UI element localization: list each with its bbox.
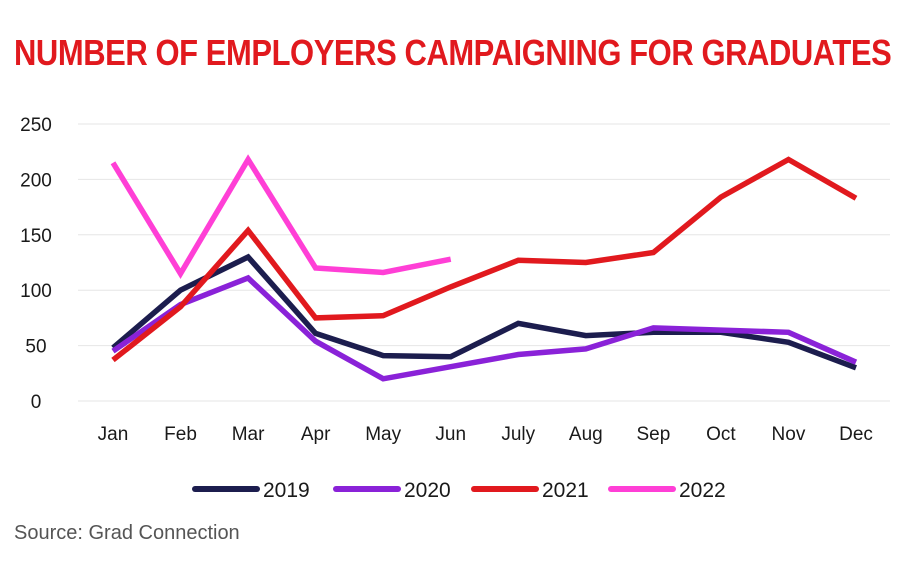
legend-item-2021: 2021 bbox=[471, 479, 589, 502]
series-line-2020 bbox=[111, 274, 858, 382]
x-tick-label: Sep bbox=[636, 424, 670, 445]
legend-label: 2021 bbox=[542, 479, 589, 502]
x-tick-label: July bbox=[501, 424, 535, 445]
x-tick-label: Mar bbox=[232, 424, 265, 445]
x-tick-label: Oct bbox=[706, 424, 736, 445]
x-tick-label: May bbox=[365, 424, 401, 445]
legend-item-2022: 2022 bbox=[608, 479, 726, 502]
y-tick-label: 150 bbox=[20, 226, 52, 247]
series-line-2021 bbox=[111, 156, 858, 363]
x-tick-label: Jan bbox=[98, 424, 129, 445]
x-tick-label: Aug bbox=[569, 424, 603, 445]
legend-label: 2022 bbox=[679, 479, 726, 502]
legend-label: 2019 bbox=[263, 479, 310, 502]
x-tick-label: Feb bbox=[164, 424, 197, 445]
y-tick-label: 50 bbox=[25, 337, 46, 358]
series-lines bbox=[110, 154, 858, 382]
x-tick-label: Jun bbox=[435, 424, 466, 445]
legend-item-2020: 2020 bbox=[333, 479, 451, 502]
x-tick-label: Apr bbox=[301, 424, 331, 445]
y-axis-ticks: 0 50 100 150 200 250 bbox=[20, 115, 52, 413]
legend-label: 2020 bbox=[404, 479, 451, 502]
x-axis-ticks: Jan Feb Mar Apr May Jun July Aug Sep Oct Nov Dec bbox=[98, 424, 873, 445]
series-line-2019 bbox=[111, 253, 857, 371]
chart-title: NUMBER OF EMPLOYERS CAMPAIGNING FOR GRAD… bbox=[14, 32, 892, 73]
y-tick-label: 0 bbox=[31, 392, 42, 413]
x-tick-label: Nov bbox=[772, 424, 806, 445]
x-tick-label: Dec bbox=[839, 424, 873, 445]
y-tick-label: 100 bbox=[20, 281, 52, 302]
source-note: Source: Grad Connection bbox=[14, 522, 240, 544]
series-line-2022 bbox=[110, 154, 452, 279]
legend: 2019 2020 2021 2022 bbox=[192, 479, 726, 502]
y-tick-label: 250 bbox=[20, 115, 52, 136]
y-tick-label: 200 bbox=[20, 170, 52, 191]
legend-item-2019: 2019 bbox=[192, 479, 310, 502]
